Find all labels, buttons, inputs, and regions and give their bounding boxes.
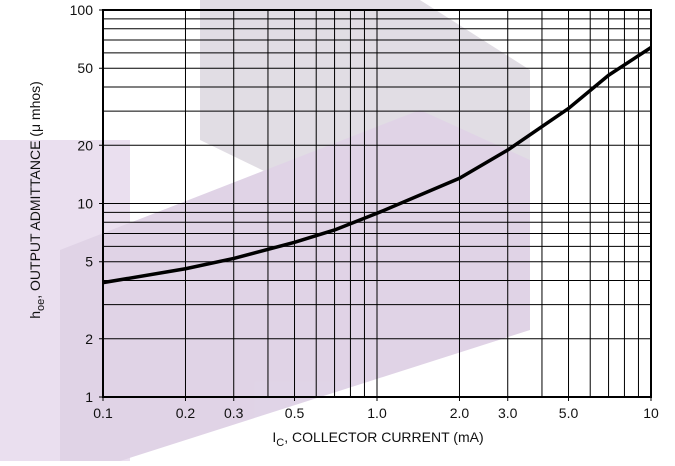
y-label-text: , OUTPUT ADMITTANCE (μ mhos): [27, 81, 43, 299]
y-tick-label: 5: [85, 254, 93, 270]
y-label-sub: oe: [35, 299, 47, 311]
x-label-symbol: I: [272, 429, 276, 445]
x-tick-label: 10: [643, 405, 659, 421]
data-line: [102, 46, 652, 285]
x-label-text: , COLLECTOR CURRENT (mA): [284, 429, 483, 445]
x-tick-label: 0.3: [224, 405, 244, 421]
y-label-symbol: h: [27, 311, 43, 319]
y-tick-label: 20: [77, 137, 93, 153]
x-tick-label: 0.2: [176, 405, 196, 421]
x-tick-label: 2.0: [450, 405, 470, 421]
y-tick-label: 100: [70, 2, 94, 18]
x-label-sub: C: [276, 437, 284, 449]
y-axis-label: hoe, OUTPUT ADMITTANCE (μ mhos): [27, 81, 47, 319]
y-tick-label: 1: [85, 389, 93, 405]
y-tick-label: 10: [77, 196, 93, 212]
y-tick-label: 50: [77, 60, 93, 76]
x-axis-label: IC, COLLECTOR CURRENT (mA): [272, 429, 483, 449]
y-tick-label: 2: [85, 331, 93, 347]
plot-area: [102, 9, 652, 398]
x-tick-label: 3.0: [498, 405, 518, 421]
x-tick-label: 0.5: [285, 405, 305, 421]
x-tick-label: 1.0: [367, 405, 387, 421]
x-tick-label: 0.1: [93, 405, 113, 421]
x-tick-label: 5.0: [559, 405, 579, 421]
